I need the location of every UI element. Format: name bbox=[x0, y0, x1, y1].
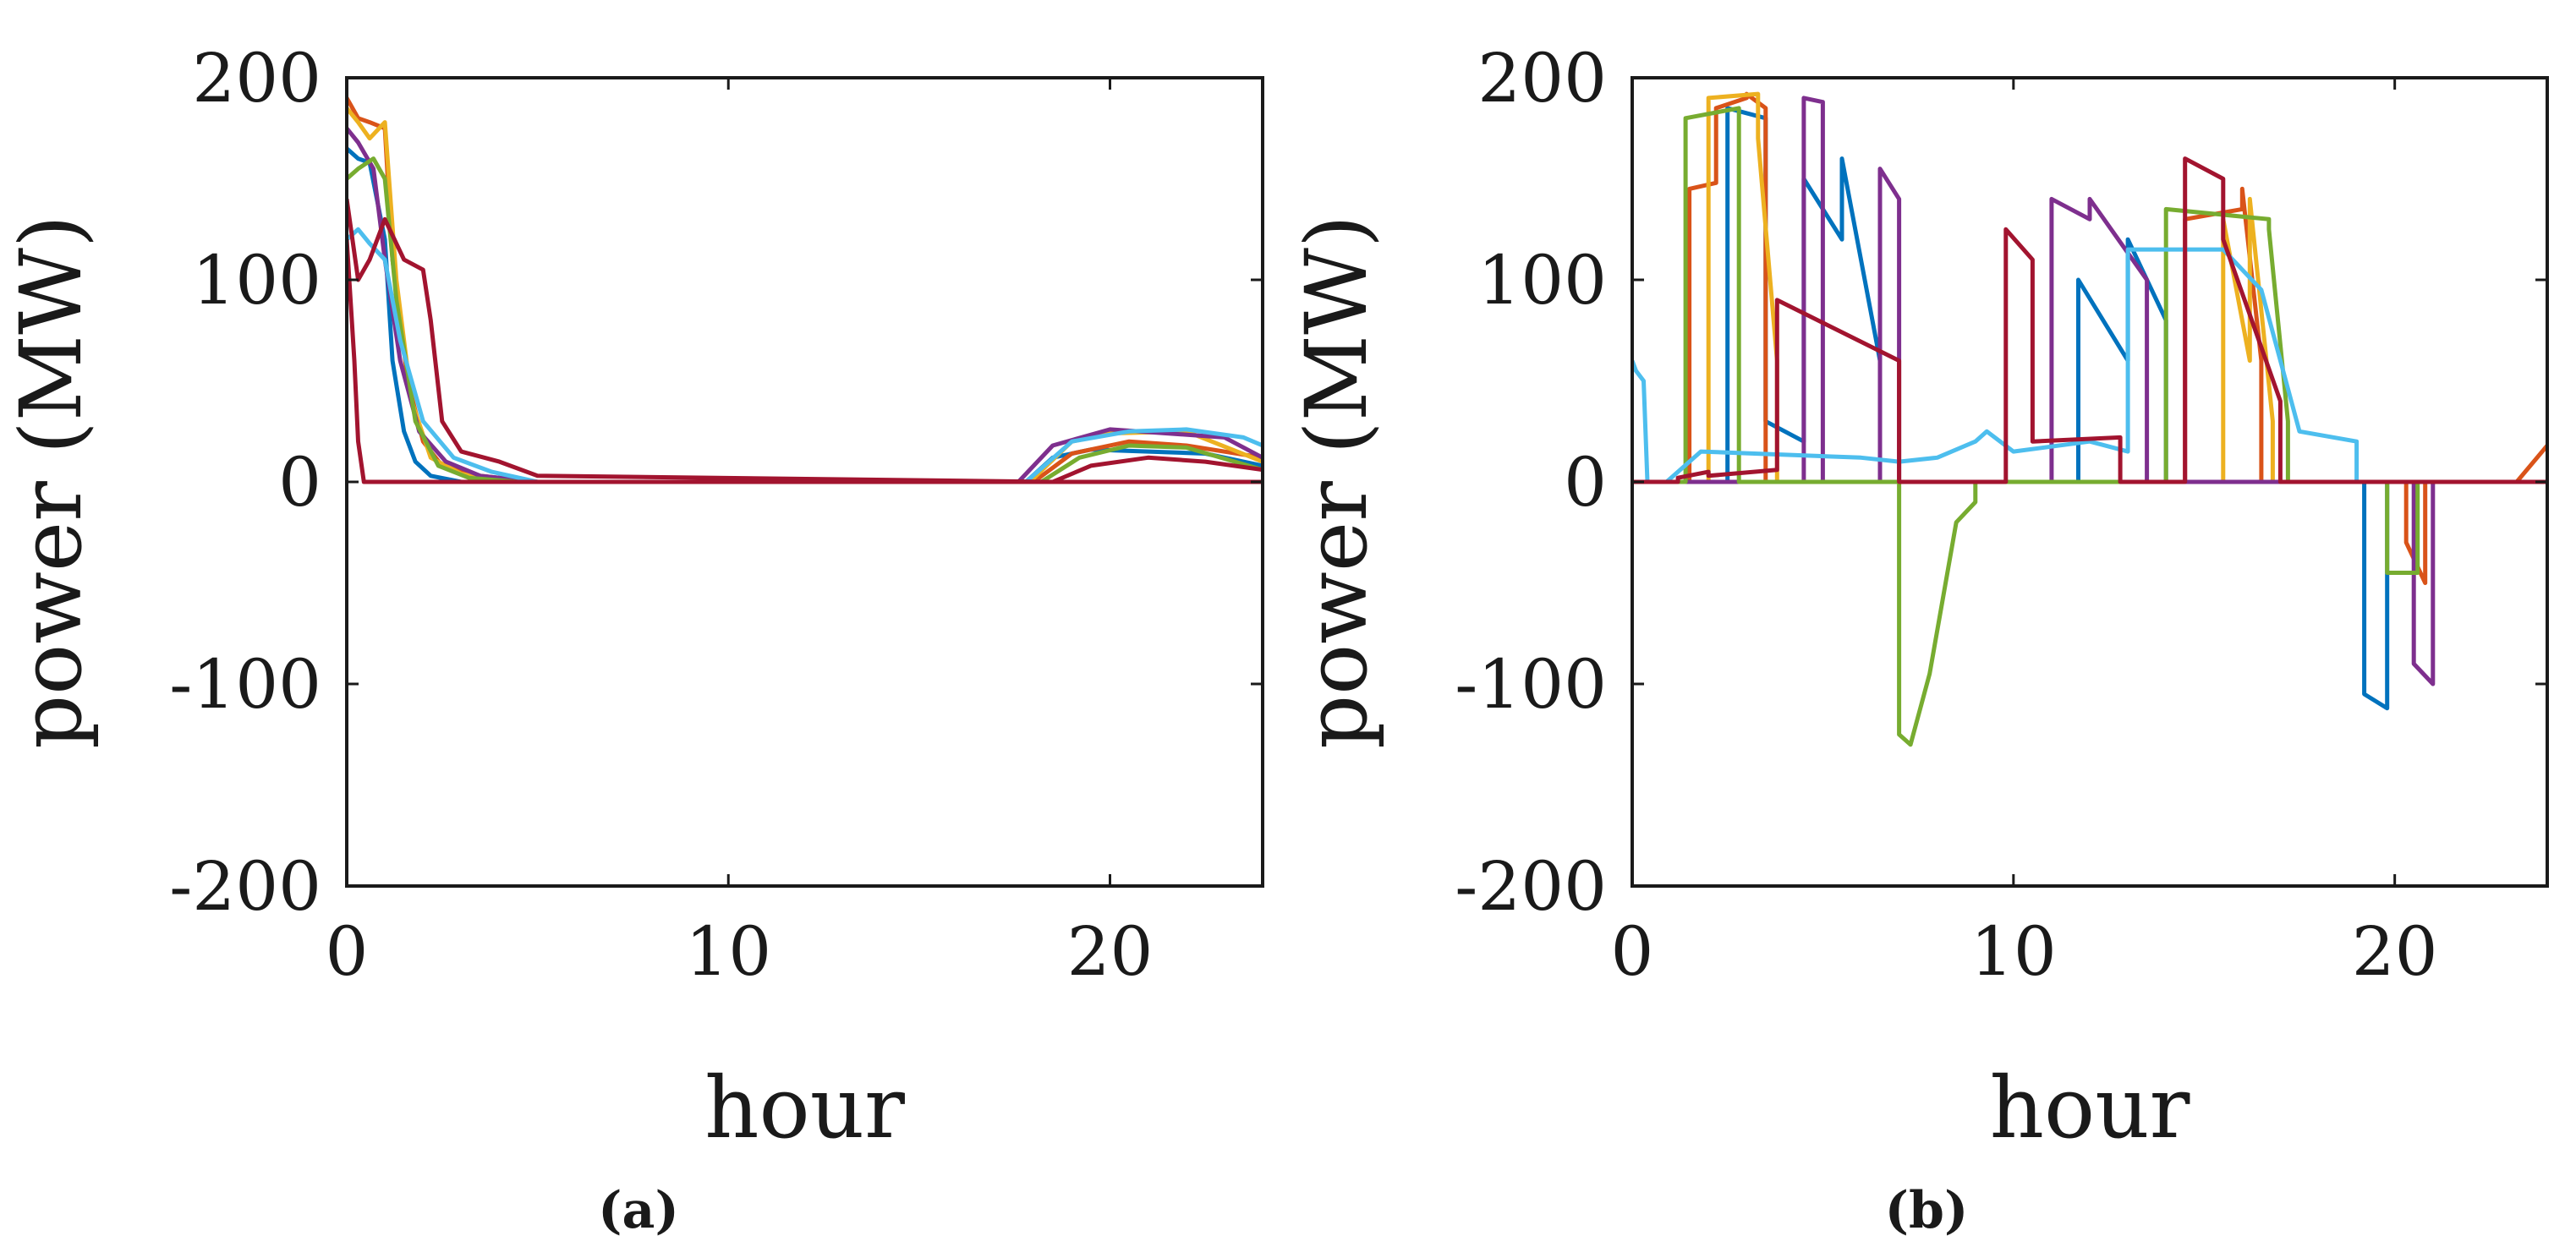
x-tick-label: 10 bbox=[685, 912, 771, 991]
series-line-s3 bbox=[347, 107, 1263, 484]
y-tick-label: 100 bbox=[1477, 241, 1607, 320]
y-tick-label: 0 bbox=[1564, 443, 1607, 522]
y-tick-label: 0 bbox=[278, 443, 321, 522]
x-tick-label: 0 bbox=[326, 912, 369, 991]
x-tick-label: 10 bbox=[1970, 912, 2057, 991]
y-tick-label: -100 bbox=[1455, 645, 1607, 724]
series-line-s4 bbox=[1632, 96, 2547, 686]
panel-a: 0 10 20 200 100 0 -100 -200 hour power (MW) (a) bbox=[2, 39, 1264, 1240]
y-tick-label: 100 bbox=[192, 241, 321, 320]
series-line-s5 bbox=[347, 156, 1263, 484]
series-line-s7 bbox=[1632, 156, 2547, 484]
series-group bbox=[347, 96, 1263, 484]
x-tick-label: 20 bbox=[1067, 912, 1154, 991]
series-line-s2 bbox=[347, 96, 1263, 484]
panel-label: (a) bbox=[598, 1181, 679, 1240]
series-group bbox=[1632, 91, 2547, 747]
y-tick-label: 200 bbox=[1477, 39, 1607, 118]
x-tick-label: 20 bbox=[2352, 912, 2438, 991]
series-line-s2 bbox=[1632, 91, 2547, 585]
y-tick-label: -200 bbox=[169, 847, 321, 926]
y-tick-label: -100 bbox=[169, 645, 321, 724]
series-line-s8 bbox=[347, 199, 1263, 484]
y-axis-label: power (MW) bbox=[2, 215, 101, 749]
y-axis-label: power (MW) bbox=[1287, 215, 1386, 749]
panel-b: 0 10 20 200 100 0 -100 -200 hour power (MW) (b) bbox=[1287, 39, 2549, 1240]
x-tick-label: 0 bbox=[1611, 912, 1654, 991]
panel-label: (b) bbox=[1885, 1181, 1969, 1240]
y-tick-label: 200 bbox=[192, 39, 321, 118]
x-axis-label: hour bbox=[1990, 1058, 2190, 1157]
series-line-s4 bbox=[347, 127, 1263, 484]
y-tick-label: -200 bbox=[1455, 847, 1607, 926]
x-axis-label: hour bbox=[704, 1058, 905, 1157]
